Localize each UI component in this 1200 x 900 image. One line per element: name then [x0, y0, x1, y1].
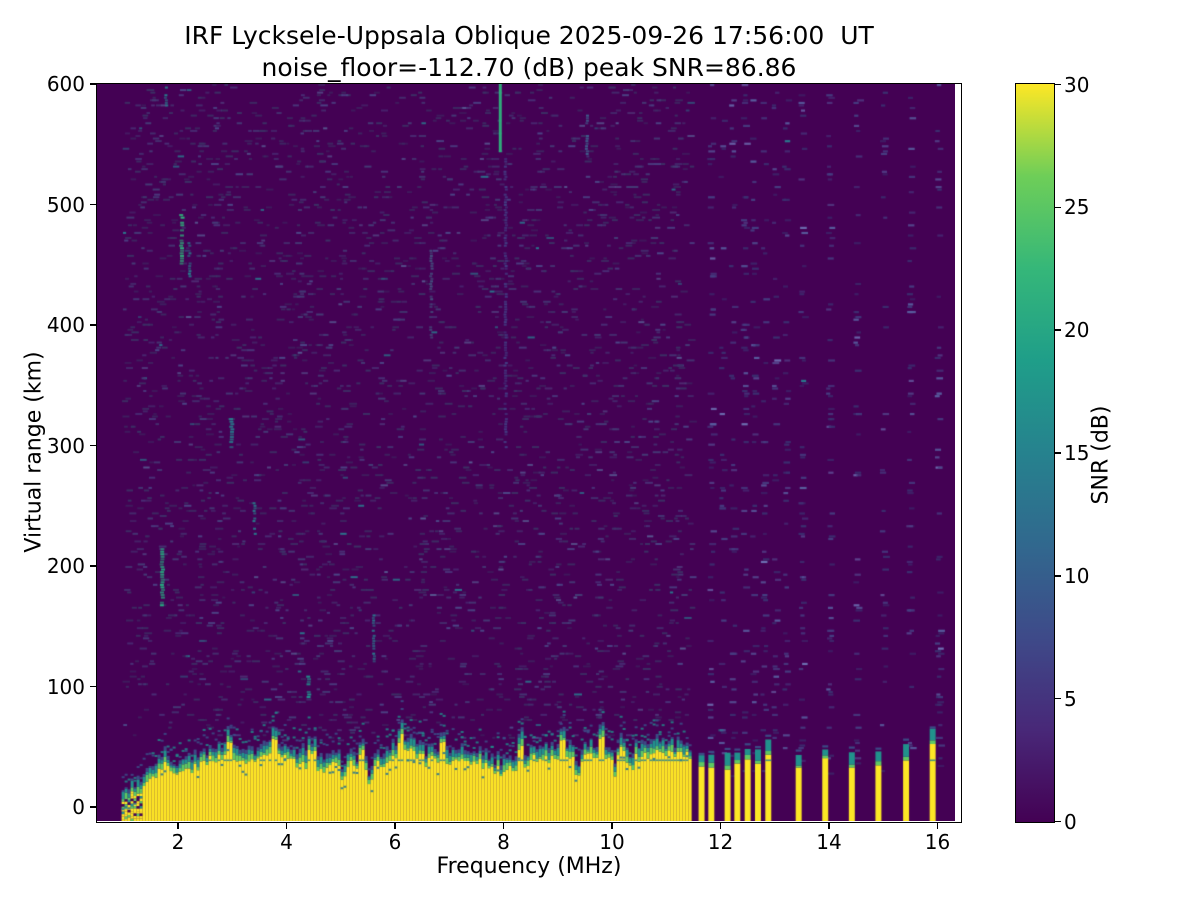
x-tick-label: 4 [280, 830, 293, 854]
colorbar-tick-label: 30 [1064, 72, 1090, 97]
colorbar-tick-label: 5 [1064, 686, 1077, 711]
x-tick-mark [936, 823, 939, 829]
y-tick-mark [89, 565, 96, 567]
y-tick-label: 200 [46, 554, 85, 578]
colorbar-tick-label: 20 [1064, 318, 1090, 343]
y-tick-label: 300 [46, 433, 85, 458]
x-tick-label: 6 [388, 830, 402, 854]
x-tick-label: 10 [599, 830, 625, 854]
y-tick-label: 400 [46, 313, 85, 337]
y-tick-mark [89, 203, 96, 206]
x-tick-label: 8 [497, 830, 510, 854]
colorbar-tick-mark [1055, 697, 1061, 700]
x-tick-label: 2 [171, 830, 185, 854]
y-tick-mark [89, 83, 96, 85]
y-tick-mark [89, 806, 96, 808]
y-tick-label: 500 [46, 192, 85, 217]
page-title: IRF Lycksele-Uppsala Oblique 2025-09-26 … [184, 21, 874, 50]
x-tick-mark [394, 823, 396, 829]
x-tick-mark [502, 823, 505, 829]
x-tick-label: 16 [924, 830, 951, 854]
colorbar-tick-mark [1055, 452, 1061, 454]
colorbar-tick-mark [1055, 575, 1061, 577]
colorbar [1015, 83, 1055, 823]
x-tick-mark [177, 823, 179, 829]
x-tick-mark [828, 823, 830, 829]
x-tick-label: 14 [816, 830, 842, 854]
y-tick-mark [89, 324, 96, 326]
colorbar-label: SNR (dB) [1088, 405, 1114, 505]
colorbar-tick-label: 0 [1064, 809, 1077, 834]
colorbar-tick-mark [1055, 329, 1061, 331]
x-tick-mark [611, 823, 613, 829]
x-tick-mark [719, 823, 722, 829]
colorbar-tick-label: 10 [1064, 563, 1090, 588]
colorbar-tick-mark [1055, 820, 1061, 823]
colorbar-tick-label: 15 [1064, 441, 1090, 465]
y-tick-label: 0 [72, 795, 85, 819]
colorbar-tick-label: 25 [1064, 195, 1090, 220]
colorbar-tick-mark [1055, 206, 1061, 209]
x-axis-label: Frequency (MHz) [436, 854, 622, 879]
colorbar-tick-mark [1055, 83, 1061, 86]
plot-area [96, 83, 962, 823]
x-tick-mark [285, 823, 288, 829]
y-tick-label: 600 [46, 72, 85, 96]
y-tick-mark [89, 444, 96, 447]
y-tick-label: 100 [46, 674, 85, 699]
page-subtitle: noise_floor=-112.70 (dB) peak SNR=86.86 [261, 53, 797, 82]
heatmap-canvas [97, 84, 955, 821]
x-tick-label: 12 [707, 830, 734, 854]
y-tick-mark [89, 685, 96, 688]
